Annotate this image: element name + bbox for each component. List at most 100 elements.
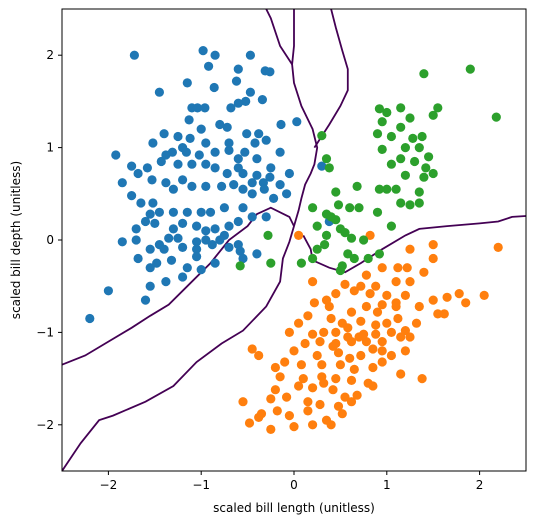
data-point — [417, 374, 427, 384]
data-point — [210, 163, 220, 173]
data-point — [493, 242, 503, 252]
scatter-points — [85, 46, 503, 434]
data-point — [294, 230, 304, 240]
data-point — [393, 313, 403, 324]
data-point — [224, 145, 234, 155]
data-point — [331, 327, 341, 337]
data-point — [368, 381, 378, 391]
data-point — [345, 353, 355, 363]
data-point — [405, 244, 415, 254]
data-point — [238, 397, 248, 407]
data-point — [275, 180, 285, 190]
data-point — [192, 252, 202, 262]
data-point — [173, 233, 183, 243]
data-point — [192, 103, 203, 113]
data-point — [374, 249, 384, 259]
decision-boundary-line — [62, 9, 319, 471]
data-point — [324, 301, 334, 312]
y-tick-label: −1 — [36, 325, 54, 339]
data-point — [159, 129, 169, 139]
data-point — [247, 189, 257, 199]
data-point — [284, 168, 294, 179]
data-point — [210, 224, 220, 234]
data-point — [491, 112, 501, 122]
y-tick-label: −2 — [36, 418, 54, 432]
x-tick-label: 1 — [383, 478, 391, 492]
data-point — [257, 95, 267, 105]
data-point — [396, 154, 406, 164]
data-point — [201, 138, 211, 148]
data-point — [442, 292, 452, 302]
data-point — [352, 181, 362, 191]
data-point — [238, 203, 248, 213]
data-point — [231, 76, 242, 86]
data-point — [173, 131, 183, 142]
data-point — [266, 258, 276, 268]
data-point — [241, 96, 251, 106]
data-point — [400, 326, 410, 336]
data-point — [168, 224, 178, 234]
y-axis-ticks: −2 −1 0 1 2 — [36, 48, 62, 432]
data-point — [317, 161, 327, 171]
y-tick-label: 1 — [46, 141, 54, 155]
data-point — [414, 198, 424, 208]
data-point — [205, 207, 216, 217]
data-point — [250, 138, 260, 148]
data-point — [349, 253, 359, 264]
data-point — [414, 187, 424, 197]
y-tick-label: 0 — [46, 233, 54, 247]
data-point — [224, 242, 234, 252]
data-point — [161, 178, 171, 188]
data-point — [168, 184, 178, 194]
data-point — [178, 242, 188, 252]
data-point — [374, 104, 384, 114]
data-point — [217, 181, 227, 191]
data-point — [352, 390, 362, 400]
decision-boundary-line — [265, 9, 293, 65]
data-point — [185, 133, 195, 143]
data-point — [156, 156, 166, 167]
decision-boundary-line — [62, 206, 295, 366]
data-point — [85, 313, 95, 324]
data-point — [117, 178, 127, 188]
data-point — [166, 255, 177, 265]
x-tick-label: −2 — [100, 478, 118, 492]
data-point — [136, 198, 146, 208]
data-point — [145, 263, 155, 273]
data-point — [252, 154, 262, 164]
data-point — [233, 98, 243, 108]
data-point — [363, 253, 373, 264]
data-point — [133, 253, 143, 264]
data-point — [265, 172, 275, 182]
x-tick-label: −1 — [192, 478, 210, 492]
data-point — [419, 267, 429, 277]
data-point — [247, 344, 257, 354]
data-point — [173, 159, 183, 169]
data-point — [282, 392, 292, 402]
data-point — [340, 392, 350, 402]
data-point — [210, 258, 220, 268]
data-point — [245, 87, 255, 97]
data-point — [368, 362, 378, 373]
data-point — [371, 281, 381, 291]
y-tick-label: 2 — [46, 48, 54, 62]
data-point — [150, 218, 160, 228]
data-point — [148, 138, 158, 148]
data-point — [340, 228, 350, 238]
data-point — [261, 212, 271, 222]
data-point — [196, 207, 206, 217]
data-point — [315, 399, 325, 410]
data-point — [365, 230, 375, 240]
data-point — [321, 230, 332, 240]
data-point — [201, 181, 211, 191]
data-point — [296, 360, 306, 370]
data-point — [219, 203, 229, 213]
data-point — [161, 150, 171, 160]
data-point — [331, 187, 341, 197]
data-point — [361, 301, 371, 312]
data-point — [192, 244, 202, 254]
data-point — [331, 289, 341, 299]
data-point — [333, 348, 344, 358]
decision-boundary-line — [302, 215, 526, 274]
data-point — [393, 263, 403, 273]
